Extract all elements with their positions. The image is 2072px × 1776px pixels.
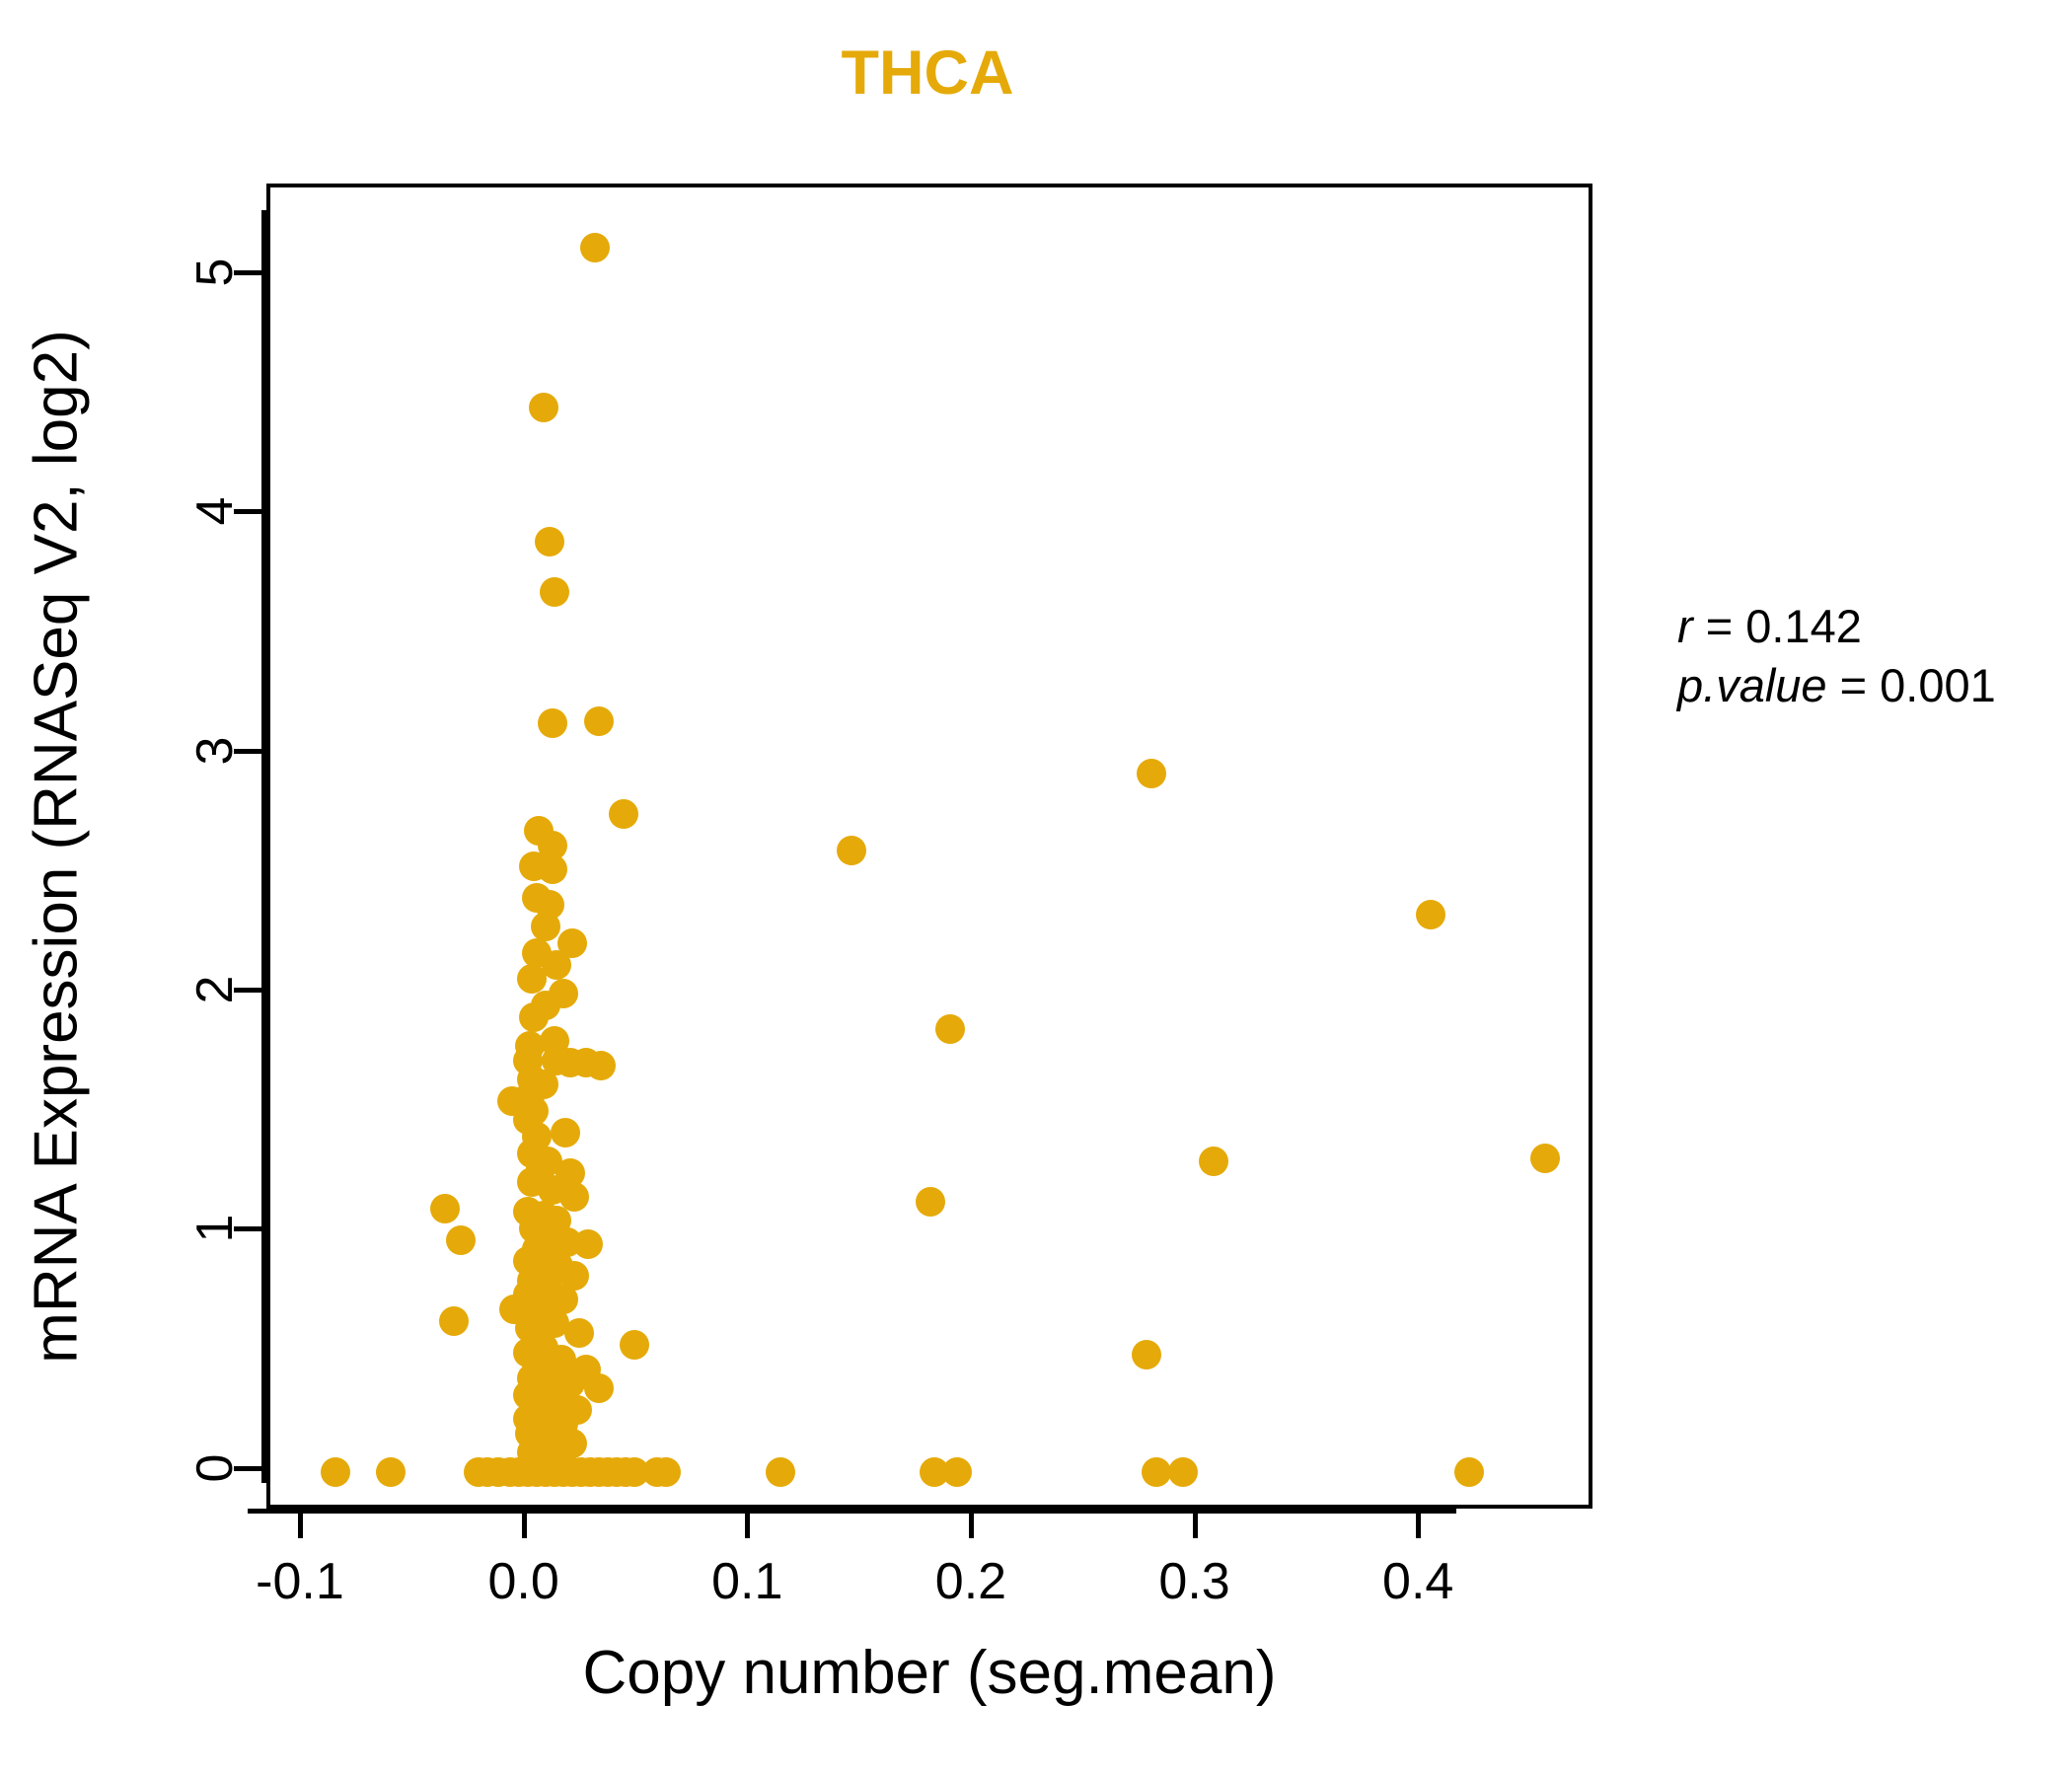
scatter-point bbox=[539, 576, 569, 607]
x-axis-tick-label: 0.2 bbox=[934, 1553, 1007, 1610]
x-axis-tick bbox=[1192, 1509, 1198, 1538]
r-symbol: r bbox=[1677, 600, 1693, 652]
x-axis-label: Copy number (seg.mean) bbox=[582, 1639, 1277, 1707]
y-axis-tick-label: 4 bbox=[186, 496, 244, 526]
plot-panel bbox=[266, 184, 1592, 1509]
scatter-point bbox=[429, 1194, 460, 1224]
scatter-point bbox=[519, 1002, 550, 1033]
scatter-point bbox=[528, 393, 558, 423]
stats-annotation: r = 0.142 p.value = 0.001 bbox=[1677, 597, 1996, 714]
page-title: THCA bbox=[841, 38, 1014, 108]
scatter-point bbox=[586, 1050, 617, 1080]
scatter-point bbox=[609, 799, 639, 830]
scatter-point bbox=[651, 1456, 682, 1487]
scatter-point bbox=[1167, 1456, 1198, 1487]
scatter-point bbox=[915, 1186, 945, 1217]
p-value: 0.001 bbox=[1880, 658, 1996, 711]
y-axis-tick bbox=[234, 269, 266, 275]
scatter-point bbox=[559, 1182, 590, 1212]
x-axis-tick-label: 0.0 bbox=[487, 1553, 559, 1610]
y-axis-tick bbox=[234, 509, 266, 515]
scatter-point bbox=[445, 1224, 476, 1255]
scatter-point bbox=[537, 708, 567, 739]
x-axis-tick-label: 0.4 bbox=[1382, 1553, 1454, 1610]
scatter-point bbox=[579, 232, 610, 262]
scatter-point bbox=[1529, 1144, 1560, 1174]
scatter-point bbox=[542, 949, 572, 980]
x-axis-tick-label: -0.1 bbox=[256, 1553, 344, 1610]
scatter-point bbox=[584, 1372, 615, 1403]
y-axis-tick bbox=[234, 987, 266, 993]
scatter-point bbox=[934, 1014, 965, 1045]
x-axis: -0.1 0.0 0.1 0.2 0.3 0.4 bbox=[248, 1509, 1592, 1610]
x-axis-tick bbox=[745, 1509, 751, 1538]
correlation-line: r = 0.142 bbox=[1677, 597, 1996, 656]
scatter-point bbox=[1453, 1456, 1484, 1487]
scatter-point bbox=[320, 1456, 350, 1487]
scatter-point bbox=[551, 1117, 581, 1147]
scatter-point bbox=[563, 1318, 594, 1349]
scatter-point bbox=[438, 1306, 469, 1337]
y-axis-label: mRNA Expression (RNASeq V2, log2) bbox=[22, 330, 91, 1364]
scatter-point bbox=[1136, 758, 1166, 788]
r-value: 0.142 bbox=[1745, 600, 1862, 652]
y-axis-tick-label: 2 bbox=[186, 975, 244, 1004]
p-symbol: p.value bbox=[1677, 658, 1827, 711]
r-equals: = bbox=[1692, 600, 1746, 652]
x-axis-tick-label: 0.3 bbox=[1158, 1553, 1230, 1610]
x-axis-tick bbox=[297, 1509, 303, 1538]
scatter-point bbox=[572, 1229, 603, 1260]
scatter-point bbox=[584, 705, 615, 736]
y-axis-tick bbox=[234, 748, 266, 754]
p-equals: = bbox=[1826, 658, 1881, 711]
pvalue-line: p.value = 0.001 bbox=[1677, 656, 1996, 715]
x-axis-tick bbox=[968, 1509, 974, 1538]
x-axis-line bbox=[248, 1509, 1456, 1514]
y-axis-tick-label: 5 bbox=[186, 258, 244, 287]
y-axis-tick bbox=[234, 1465, 266, 1471]
scatter-point bbox=[837, 835, 867, 865]
y-axis-tick bbox=[234, 1226, 266, 1232]
y-axis: 0 1 2 3 4 5 bbox=[186, 184, 267, 1509]
scatter-point bbox=[376, 1456, 407, 1487]
scatter-point bbox=[1199, 1146, 1229, 1176]
y-axis-tick-label: 1 bbox=[186, 1214, 244, 1243]
y-axis-tick-label: 0 bbox=[186, 1453, 244, 1483]
scatter-point bbox=[620, 1330, 650, 1361]
scatter-point bbox=[537, 853, 567, 884]
scatter-point bbox=[1132, 1340, 1162, 1369]
y-axis-line bbox=[261, 210, 266, 1483]
x-axis-tick bbox=[521, 1509, 527, 1538]
scatter-point bbox=[765, 1456, 795, 1487]
scatter-point bbox=[1416, 899, 1446, 929]
x-axis-tick-label: 0.1 bbox=[711, 1553, 783, 1610]
scatter-point bbox=[1141, 1456, 1171, 1487]
scatter-point bbox=[530, 912, 560, 942]
scatter-point bbox=[517, 964, 548, 995]
y-axis-tick-label: 3 bbox=[186, 736, 244, 765]
scatter-points-layer bbox=[270, 187, 1589, 1505]
scatter-point bbox=[941, 1456, 972, 1487]
scatter-point bbox=[535, 526, 565, 556]
x-axis-tick bbox=[1416, 1509, 1422, 1538]
